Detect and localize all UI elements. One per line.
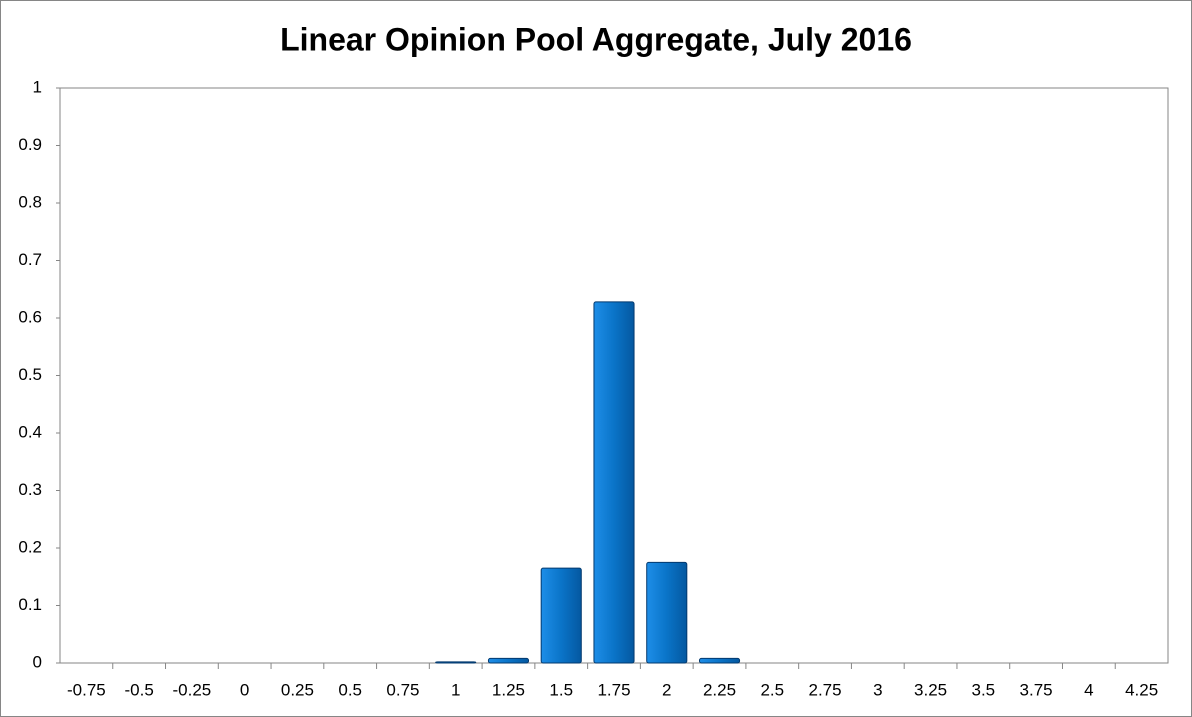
x-tick-label: 4.25: [1125, 680, 1158, 699]
x-tick-label: 1.75: [597, 680, 630, 699]
x-tick-label: 1.25: [492, 680, 525, 699]
bar: [435, 661, 477, 664]
x-tick-label: 3.25: [914, 680, 947, 699]
y-tick-label: 1: [33, 77, 42, 96]
bar: [540, 567, 582, 664]
x-tick-label: 0.25: [281, 680, 314, 699]
x-tick-label: 1.5: [549, 680, 573, 699]
bar: [646, 561, 688, 664]
x-tick-label: 3: [873, 680, 882, 699]
x-tick-label: 2: [662, 680, 671, 699]
y-tick-label: 0.2: [18, 537, 42, 556]
x-tick-label: 0.75: [386, 680, 419, 699]
x-tick-label: -0.5: [124, 680, 153, 699]
y-tick-label: 0.6: [18, 307, 42, 326]
x-tick-label: 0: [240, 680, 249, 699]
y-tick-label: 0.3: [18, 480, 42, 499]
x-tick-label: 2.75: [809, 680, 842, 699]
x-tick-label: 3.5: [972, 680, 996, 699]
x-tick-label: 1: [451, 680, 460, 699]
bar: [698, 657, 741, 664]
x-tick-label: 0.5: [338, 680, 362, 699]
y-tick-label: 0.8: [18, 192, 42, 211]
x-tick-label: 2.5: [760, 680, 784, 699]
y-tick-label: 0.1: [18, 595, 42, 614]
y-tick-label: 0: [33, 652, 42, 671]
bar: [487, 657, 530, 664]
x-tick-label: -0.75: [67, 680, 106, 699]
bar: [593, 301, 635, 664]
x-tick-label: 2.25: [703, 680, 736, 699]
x-tick-label: 3.75: [1020, 680, 1053, 699]
x-tick-label: 4: [1084, 680, 1093, 699]
y-tick-label: 0.9: [18, 135, 42, 154]
y-tick-label: 0.4: [18, 422, 42, 441]
chart-title: Linear Opinion Pool Aggregate, July 2016: [280, 21, 912, 57]
x-tick-label: -0.25: [173, 680, 212, 699]
y-tick-label: 0.5: [18, 365, 42, 384]
y-tick-label: 0.7: [18, 250, 42, 269]
